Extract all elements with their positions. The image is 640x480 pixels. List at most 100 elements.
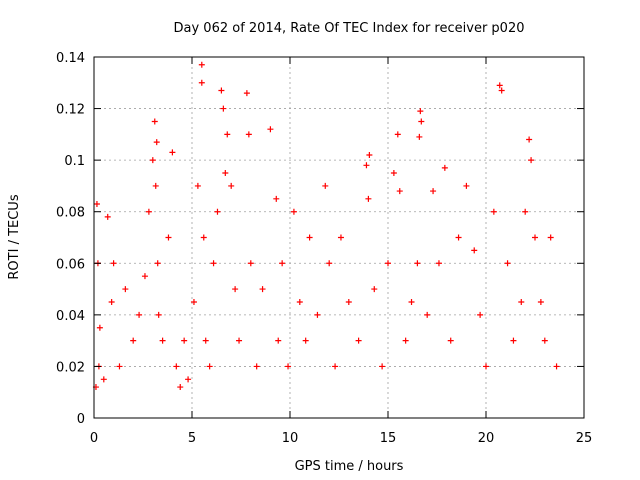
data-point [496, 82, 503, 89]
data-point [275, 337, 282, 344]
x-tick-label: 15 [380, 431, 397, 446]
data-point [285, 363, 292, 370]
data-point [151, 118, 158, 125]
data-point [526, 136, 533, 143]
data-point [537, 298, 544, 305]
data-point [441, 164, 448, 171]
data-point [547, 234, 554, 241]
axis-ticks: 0 0.02 0.04 0.06 0.08 0.1 0.12 0.14 0 5 10 15 20 25 [56, 51, 592, 446]
data-point [337, 234, 344, 241]
data-point [159, 337, 166, 344]
data-point [296, 298, 303, 305]
x-tick-label: 20 [478, 431, 495, 446]
data-point [153, 139, 160, 146]
y-axis-label: ROTI / TECUs [7, 194, 22, 279]
data-point [194, 182, 201, 189]
chart-title: Day 062 of 2014, Rate Of TEC Index for r… [174, 21, 525, 36]
data-point [418, 118, 425, 125]
data-point [198, 79, 205, 86]
grid-lines [94, 57, 584, 418]
data-point [490, 208, 497, 215]
data-point [306, 234, 313, 241]
data-point [528, 157, 535, 164]
data-point [100, 376, 107, 383]
data-point [498, 87, 505, 94]
data-point [210, 260, 217, 267]
data-point [149, 157, 156, 164]
y-tick-label: 0.12 [56, 103, 85, 118]
data-point [198, 61, 205, 68]
data-point [228, 182, 235, 189]
data-point [279, 260, 286, 267]
data-point [424, 311, 431, 318]
data-point [532, 234, 538, 241]
data-point [273, 195, 280, 202]
data-point [141, 273, 148, 280]
data-point [385, 260, 391, 267]
x-tick-label: 10 [282, 431, 299, 446]
data-point [136, 311, 143, 318]
data-point [414, 260, 421, 267]
data-point [463, 182, 470, 189]
data-point [371, 286, 378, 293]
data-point [290, 208, 297, 215]
x-tick-label: 25 [576, 431, 593, 446]
data-point [232, 286, 239, 293]
data-point [259, 286, 266, 293]
data-point [173, 363, 180, 370]
data-point [110, 260, 117, 267]
data-point [447, 337, 454, 344]
data-point [155, 311, 162, 318]
data-point [190, 298, 197, 305]
x-tick-label: 0 [90, 431, 98, 446]
x-axis-label: GPS time / hours [295, 459, 404, 474]
y-tick-label: 0.08 [56, 206, 85, 221]
data-point [218, 87, 225, 94]
data-point [477, 311, 484, 318]
data-point [363, 162, 370, 169]
data-point [185, 376, 192, 383]
data-point [214, 208, 221, 215]
data-point [247, 260, 254, 267]
data-point [417, 108, 424, 115]
data-point [553, 363, 560, 370]
data-point [154, 260, 161, 267]
x-tick-label: 5 [188, 431, 196, 446]
data-point [394, 131, 401, 138]
data-point [430, 188, 437, 195]
data-point [96, 324, 103, 331]
data-point [145, 208, 152, 215]
data-point [169, 149, 176, 156]
data-point [390, 170, 397, 177]
data-point [236, 337, 243, 344]
data-point [504, 260, 511, 267]
y-tick-label: 0.04 [56, 309, 85, 324]
y-tick-label: 0.02 [56, 360, 85, 375]
data-point [181, 337, 188, 344]
data-point [355, 337, 362, 344]
data-point [332, 363, 339, 370]
data-point [416, 133, 423, 140]
data-point [206, 363, 213, 370]
data-point [396, 188, 403, 195]
data-point [522, 208, 529, 215]
data-point [220, 105, 227, 112]
data-point [116, 363, 123, 370]
data-point [104, 213, 111, 220]
data-point [518, 298, 525, 305]
data-point [130, 337, 137, 344]
data-point [408, 298, 415, 305]
data-point [366, 151, 373, 158]
data-point [108, 298, 115, 305]
data-point [345, 298, 352, 305]
data-point [243, 90, 250, 97]
plot-frame [93, 56, 585, 419]
data-point [322, 182, 329, 189]
data-point [379, 363, 386, 370]
y-tick-label: 0.14 [56, 51, 85, 66]
data-point [365, 195, 372, 202]
data-point [510, 337, 517, 344]
data-point [471, 247, 478, 254]
